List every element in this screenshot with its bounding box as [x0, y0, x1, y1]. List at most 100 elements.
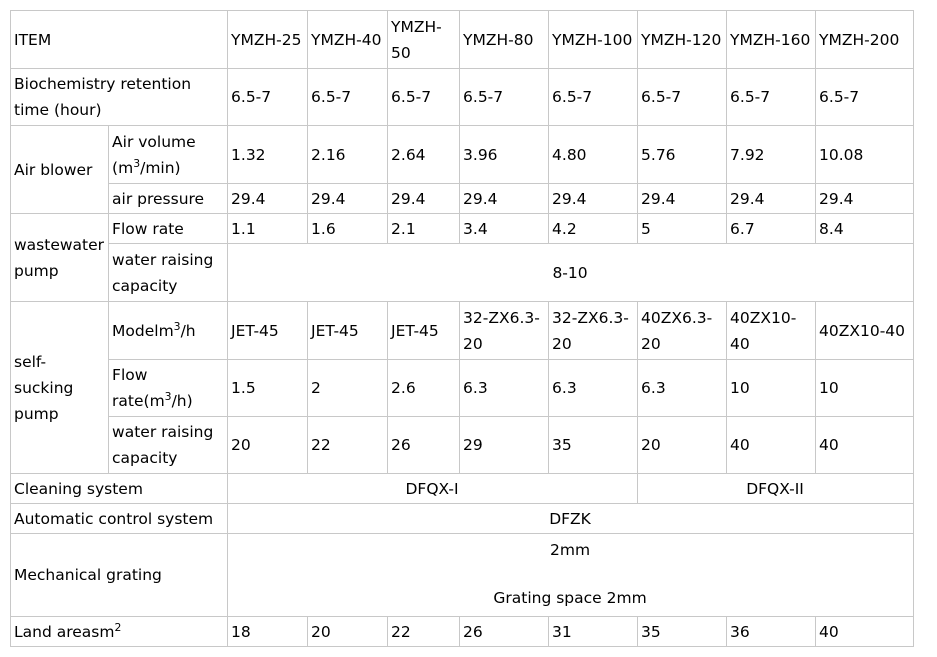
self-sucking-model-value: 40ZX10-40	[726, 301, 817, 360]
air-pressure-value: 29.4	[815, 183, 915, 214]
item-header: ITEM	[9, 10, 229, 69]
self-sucking-model-row: self-sucking pump Modelm3/h JET-45 JET-4…	[9, 301, 915, 474]
model-header: YMZH-50	[387, 10, 461, 69]
wastewater-flow-value: 5	[637, 213, 728, 244]
wastewater-flow-label: Flow rate	[108, 213, 229, 244]
self-sucking-raising-value: 26	[387, 416, 461, 474]
model-header: YMZH-80	[459, 10, 550, 69]
air-pressure-value: 29.4	[387, 183, 461, 214]
wastewater-flow-value: 3.4	[459, 213, 550, 244]
wastewater-flow-value: 8.4	[815, 213, 915, 244]
wastewater-flow-row: wastewater pump Flow rate 1.1 1.6 2.1 3.…	[9, 213, 915, 302]
control-row: Automatic control system DFZK	[9, 503, 915, 534]
land-value: 40	[815, 616, 915, 647]
land-label: Land areasm2	[9, 616, 229, 647]
land-value: 31	[548, 616, 639, 647]
control-value: DFZK	[227, 503, 915, 534]
air-volume-row: Air blower Air volume (m3/min) 1.32 2.16…	[9, 125, 915, 214]
air-volume-value: 10.08	[815, 125, 915, 184]
air-pressure-label: air pressure	[108, 183, 229, 214]
retention-value: 6.5-7	[459, 68, 550, 126]
self-sucking-model-label: Modelm3/h	[108, 301, 229, 360]
model-header: YMZH-100	[548, 10, 639, 69]
retention-value: 6.5-7	[307, 68, 389, 126]
land-value: 20	[307, 616, 389, 647]
land-value: 35	[637, 616, 728, 647]
self-sucking-model-value: 40ZX10-40	[815, 301, 915, 360]
air-blower-label: Air blower	[9, 125, 110, 214]
air-volume-value: 4.80	[548, 125, 639, 184]
grating-row: Mechanical grating 2mm Grating space 2mm	[9, 533, 915, 617]
air-pressure-value: 29.4	[548, 183, 639, 214]
wastewater-flow-value: 6.7	[726, 213, 817, 244]
self-sucking-raising-value: 20	[227, 416, 309, 474]
self-sucking-flow-value: 6.3	[637, 359, 728, 417]
wastewater-raising-value: 8-10	[227, 243, 915, 302]
retention-value: 6.5-7	[387, 68, 461, 126]
model-header: YMZH-40	[307, 10, 389, 69]
cleaning-row: Cleaning system DFQX-I DFQX-II	[9, 473, 915, 504]
land-value: 18	[227, 616, 309, 647]
self-sucking-model-value: JET-45	[387, 301, 461, 360]
retention-value: 6.5-7	[726, 68, 817, 126]
self-sucking-raising-value: 40	[815, 416, 915, 474]
air-pressure-value: 29.4	[726, 183, 817, 214]
self-sucking-flow-value: 10	[726, 359, 817, 417]
self-sucking-flow-value: 2.6	[387, 359, 461, 417]
spec-table: ITEM YMZH-25 YMZH-40 YMZH-50 YMZH-80 YMZ…	[9, 10, 915, 647]
wastewater-flow-value: 4.2	[548, 213, 639, 244]
wastewater-raising-row: water raising capacity 8-10	[11, 243, 915, 302]
air-volume-value: 2.16	[307, 125, 389, 184]
land-value: 26	[459, 616, 550, 647]
self-sucking-flow-value: 6.3	[459, 359, 550, 417]
self-sucking-raising-value: 35	[548, 416, 639, 474]
air-volume-label: Air volume (m3/min)	[108, 125, 229, 184]
air-volume-value: 5.76	[637, 125, 728, 184]
model-header: YMZH-160	[726, 10, 817, 69]
grating-value-top: 2mm	[550, 541, 591, 559]
retention-value: 6.5-7	[227, 68, 309, 126]
retention-value: 6.5-7	[637, 68, 728, 126]
grating-label: Mechanical grating	[9, 533, 229, 617]
cleaning-label: Cleaning system	[9, 473, 229, 504]
wastewater-pump-label: wastewater pump	[9, 213, 110, 302]
air-volume-value: 2.64	[387, 125, 461, 184]
self-sucking-flow-value: 2	[307, 359, 389, 417]
self-sucking-flow-value: 10	[815, 359, 915, 417]
retention-value: 6.5-7	[815, 68, 915, 126]
self-sucking-model-value: JET-45	[227, 301, 309, 360]
air-pressure-value: 29.4	[459, 183, 550, 214]
grating-value-cell: 2mm Grating space 2mm	[227, 533, 915, 617]
air-pressure-value: 29.4	[307, 183, 389, 214]
self-sucking-model-value: 40ZX6.3-20	[637, 301, 728, 360]
model-header: YMZH-25	[227, 10, 309, 69]
retention-row: Biochemistry retention time (hour) 6.5-7…	[9, 68, 915, 126]
land-value: 22	[387, 616, 461, 647]
self-sucking-model-value: JET-45	[307, 301, 389, 360]
control-label: Automatic control system	[9, 503, 229, 534]
self-sucking-raising-value: 22	[307, 416, 389, 474]
model-header: YMZH-200	[815, 10, 915, 69]
self-sucking-model-value: 32-ZX6.3-20	[459, 301, 550, 360]
self-sucking-pump-label: self-sucking pump	[9, 301, 110, 474]
self-sucking-raising-label: water raising capacity	[108, 416, 229, 474]
grating-value-bottom: Grating space 2mm	[493, 589, 647, 607]
cleaning-value-2: DFQX-II	[637, 473, 915, 504]
land-row: Land areasm2 18 20 22 26 31 35 36 40	[9, 616, 915, 647]
wastewater-flow-value: 1.6	[307, 213, 389, 244]
self-sucking-raising-row: water raising capacity 20 22 26 29 35 20…	[11, 416, 915, 474]
wastewater-flow-value: 1.1	[227, 213, 309, 244]
retention-value: 6.5-7	[548, 68, 639, 126]
air-volume-value: 3.96	[459, 125, 550, 184]
air-volume-value: 1.32	[227, 125, 309, 184]
self-sucking-raising-value: 29	[459, 416, 550, 474]
self-sucking-flow-label: Flow rate(m3/h)	[108, 359, 229, 417]
air-pressure-value: 29.4	[637, 183, 728, 214]
self-sucking-flow-row: Flow rate(m3/h) 1.5 2 2.6 6.3 6.3 6.3 10…	[11, 359, 915, 417]
self-sucking-flow-value: 1.5	[227, 359, 309, 417]
header-row: ITEM YMZH-25 YMZH-40 YMZH-50 YMZH-80 YMZ…	[9, 10, 915, 69]
self-sucking-flow-value: 6.3	[548, 359, 639, 417]
land-value: 36	[726, 616, 817, 647]
self-sucking-raising-value: 40	[726, 416, 817, 474]
self-sucking-model-value: 32-ZX6.3-20	[548, 301, 639, 360]
